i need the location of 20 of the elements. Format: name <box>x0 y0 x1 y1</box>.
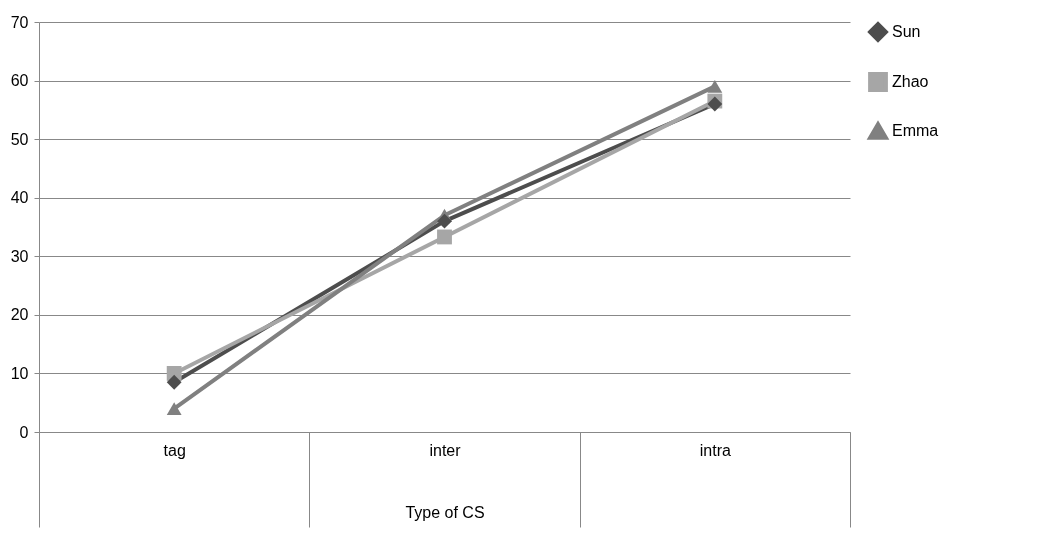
legend-label: Sun <box>892 23 921 40</box>
x-tick-label: inter <box>429 441 462 459</box>
legend-label: Emma <box>892 122 939 139</box>
point <box>166 402 182 415</box>
point <box>166 374 182 390</box>
x-axis-title: Type of CS <box>405 503 485 521</box>
y-tick-label: 10 <box>10 364 29 382</box>
y-tick-label: 50 <box>10 130 29 148</box>
y-tick-label: 70 <box>10 13 29 31</box>
x-tick-label: tag <box>163 441 186 459</box>
y-tick-label: 20 <box>10 306 29 324</box>
y-tick-label: 0 <box>19 423 29 441</box>
legend-label: Zhao <box>892 73 929 90</box>
point <box>437 229 452 245</box>
y-tick-label: 60 <box>10 72 29 90</box>
x-tick-label: intra <box>699 441 731 459</box>
y-tick-label: 40 <box>10 189 29 207</box>
y-tick-label: 30 <box>10 247 29 265</box>
point <box>437 213 452 229</box>
point <box>707 80 723 93</box>
